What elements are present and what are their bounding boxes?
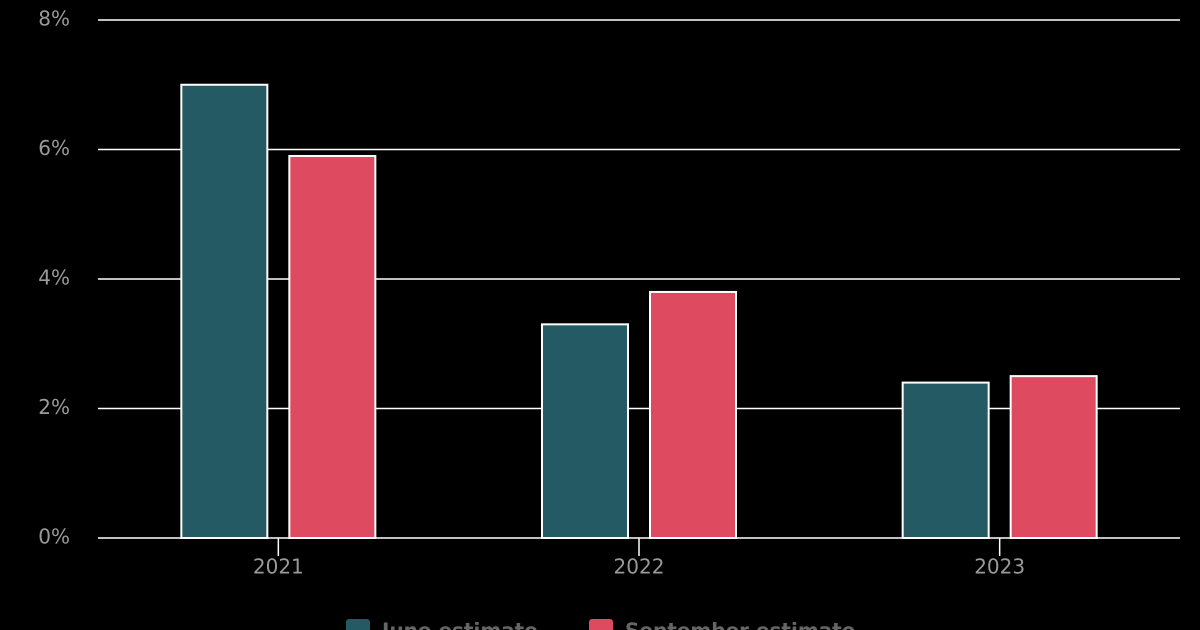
legend-label: September estimate [625,619,855,630]
y-tick-label: 8% [38,7,70,31]
x-tick-label: 2021 [253,555,304,579]
legend-swatch [346,619,370,630]
legend-swatch [589,619,613,630]
x-tick-label: 2023 [974,555,1025,579]
legend-label: June estimate [380,619,538,630]
y-tick-label: 6% [38,136,70,160]
bar [649,290,737,540]
y-tick-label: 4% [38,266,70,290]
x-tick-label: 2022 [614,555,665,579]
bar [1009,375,1098,539]
bar [288,154,377,539]
bar [541,323,629,540]
bar [180,83,269,539]
bar [901,381,990,539]
y-tick-label: 0% [38,525,70,549]
y-tick-label: 2% [38,395,70,419]
